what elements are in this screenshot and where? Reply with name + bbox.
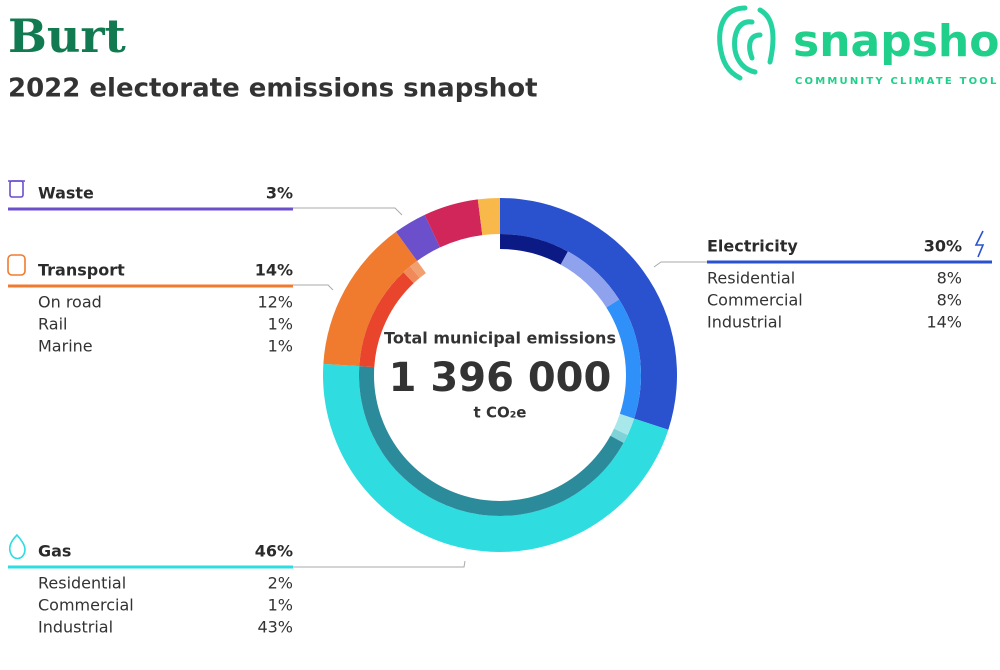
breakdown-value: 1%: [268, 337, 293, 356]
inner-segment: [359, 272, 414, 368]
breakdown-name: Marine: [38, 337, 93, 356]
subtitle: 2022 electorate emissions snapshot: [8, 74, 538, 104]
icons: [7, 180, 985, 560]
breakdown-value: 43%: [257, 618, 293, 637]
outer-segment: [395, 214, 440, 261]
breakdown-name: Commercial: [707, 291, 803, 310]
outer-segment: [323, 363, 669, 552]
outer-segment: [323, 231, 418, 367]
unit: t CO₂e: [474, 404, 527, 422]
logo-tagline: COMMUNITY CLIMATE TOOL: [795, 76, 999, 87]
breakdown-value: 14%: [926, 313, 962, 332]
inner-segment: [359, 366, 624, 517]
inner-segment: [610, 428, 628, 443]
outer-segment: [424, 199, 483, 248]
breakdown-name: Industrial: [38, 618, 113, 637]
legend-value: 14%: [255, 261, 293, 280]
breakdown-value: 1%: [268, 596, 293, 615]
breakdown-name: Rail: [38, 315, 67, 334]
breakdown-name: Industrial: [707, 313, 782, 332]
legend-name: Gas: [38, 542, 71, 561]
breakdown-name: On road: [38, 293, 102, 312]
inner-segment: [614, 413, 635, 436]
breakdown-name: Residential: [707, 269, 795, 288]
inner-segment: [606, 299, 641, 419]
inner-segment: [500, 234, 568, 265]
outer-segment: [477, 198, 500, 236]
inner-segment: [560, 251, 620, 308]
legend-value: 46%: [255, 542, 293, 561]
title: Burt: [8, 9, 127, 63]
leaders: [293, 207, 707, 568]
center-label: Total municipal emissions: [384, 329, 616, 348]
breakdown-value: 1%: [268, 315, 293, 334]
inner-segment: [403, 266, 420, 284]
breakdown-value: 8%: [937, 269, 962, 288]
breakdown-value: 8%: [937, 291, 962, 310]
breakdown-name: Commercial: [38, 596, 134, 615]
breakdown-value: 12%: [257, 293, 293, 312]
logo-name: snapshot: [793, 16, 1000, 67]
breakdown-name: Residential: [38, 574, 126, 593]
breakdown-value: 2%: [268, 574, 293, 593]
legend-value: 30%: [924, 237, 962, 256]
outer-segment: [500, 198, 677, 430]
legend-name: Transport: [38, 261, 125, 280]
legend-name: Waste: [38, 184, 94, 203]
total: 1 396 000: [389, 355, 612, 401]
legend-value: 3%: [266, 184, 293, 203]
logo-icon: [717, 5, 776, 81]
inner-segment: [410, 260, 426, 278]
legend-name: Electricity: [707, 237, 798, 256]
